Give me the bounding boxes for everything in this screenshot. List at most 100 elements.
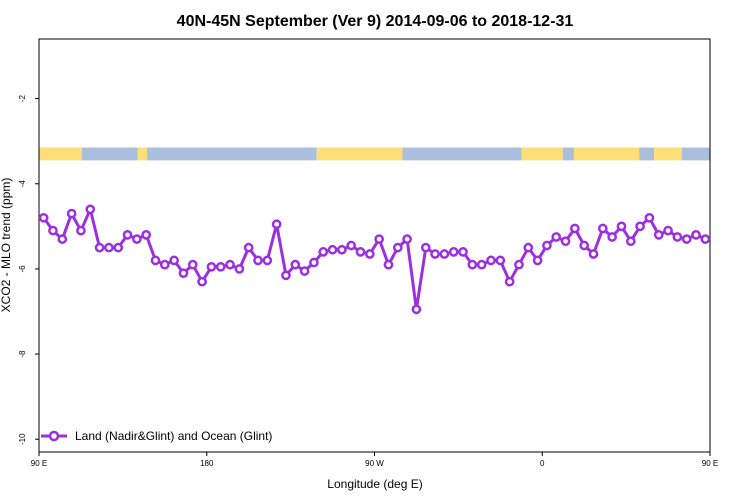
data-point (504, 276, 515, 287)
strip-segment-land (39, 147, 82, 161)
data-point (178, 268, 189, 279)
strip-segment-ocean (562, 147, 574, 161)
data-point (132, 234, 142, 244)
surface-strip (39, 147, 710, 161)
data-point (327, 244, 338, 255)
data-point (420, 242, 431, 253)
data-point (299, 266, 310, 276)
data-point (253, 255, 263, 266)
data-point (281, 270, 291, 281)
data-point (439, 249, 450, 259)
data-point (625, 236, 636, 247)
data-point (514, 259, 524, 270)
data-point (616, 221, 627, 232)
data-point (225, 259, 235, 270)
data-point (57, 234, 68, 244)
data-point (663, 225, 673, 236)
data-point (104, 242, 114, 253)
data-point (579, 240, 590, 251)
y-tick-label: -8 (18, 350, 27, 358)
x-tick-label: 90 W (365, 459, 384, 468)
data-point (597, 223, 608, 234)
data-point (467, 259, 478, 270)
data-point (607, 232, 617, 242)
data-point (337, 244, 347, 255)
data-point (476, 259, 487, 270)
data-point (187, 259, 198, 270)
data-point (48, 225, 58, 236)
data-point (243, 242, 254, 253)
data-point (262, 255, 273, 266)
data-point (700, 234, 711, 244)
data-point (653, 230, 664, 240)
data-point (206, 261, 217, 272)
data-point (290, 259, 301, 270)
strip-segment-ocean (147, 147, 317, 161)
y-tick-label: -6 (18, 265, 27, 273)
y-axis: -2 -4 -6 -8 -10 (18, 95, 39, 445)
strip-segment-land (137, 147, 148, 161)
data-point (150, 255, 161, 266)
data-point (215, 261, 226, 272)
series-points (38, 204, 711, 315)
x-tick-label: 0 (540, 459, 545, 468)
data-point (76, 225, 86, 236)
strip-segment-land (316, 147, 403, 161)
data-point (486, 255, 496, 266)
data-point (234, 264, 245, 274)
data-point (383, 259, 394, 270)
data-point (644, 212, 655, 223)
data-point (495, 255, 506, 266)
data-point (169, 255, 179, 266)
data-point (309, 257, 319, 268)
data-point (448, 247, 459, 257)
data-point (402, 234, 412, 244)
data-point (159, 259, 170, 270)
strip-segment-ocean (639, 147, 655, 161)
x-tick-label: 180 (200, 459, 214, 468)
data-point (355, 247, 366, 257)
x-tick-label: 90 E (702, 459, 718, 468)
x-tick-label: 90 E (31, 459, 47, 468)
y-axis-label: XCO2 - MLO trend (ppm) (0, 178, 13, 313)
data-point (66, 208, 77, 219)
data-point (38, 212, 49, 223)
data-point (94, 242, 105, 253)
x-axis: 90 E 180 90 W 0 90 E (31, 452, 718, 468)
data-point (635, 221, 645, 232)
data-point (197, 276, 207, 287)
data-point (672, 232, 683, 242)
strip-segment-land (521, 147, 563, 161)
data-point (570, 223, 580, 234)
data-point (411, 304, 422, 315)
data-point (532, 255, 543, 266)
data-point (346, 240, 357, 251)
strip-segment-land (573, 147, 640, 161)
data-point (374, 234, 385, 244)
data-point (560, 236, 571, 247)
data-point (271, 219, 282, 230)
data-point (122, 230, 133, 240)
data-point (392, 242, 403, 253)
data-point (551, 232, 562, 242)
legend-marker (48, 430, 60, 442)
data-point (141, 230, 152, 240)
data-point (588, 249, 599, 259)
strip-segment-ocean (81, 147, 138, 161)
data-point (691, 230, 701, 240)
data-point (458, 247, 468, 257)
data-point (430, 249, 440, 259)
data-point (85, 204, 96, 215)
data-point (681, 234, 692, 244)
legend: Land (Nadir&Glint) and Ocean (Glint) (41, 429, 272, 443)
chart-title: 40N-45N September (Ver 9) 2014-09-06 to … (177, 13, 574, 30)
data-point (318, 247, 329, 257)
series-line (42, 207, 706, 311)
y-tick-label: -4 (18, 180, 27, 188)
data-point (523, 242, 534, 253)
legend-label: Land (Nadir&Glint) and Ocean (Glint) (75, 429, 272, 443)
x-axis-label: Longitude (deg E) (327, 477, 422, 491)
data-point (113, 242, 124, 253)
strip-segment-ocean (682, 147, 710, 161)
